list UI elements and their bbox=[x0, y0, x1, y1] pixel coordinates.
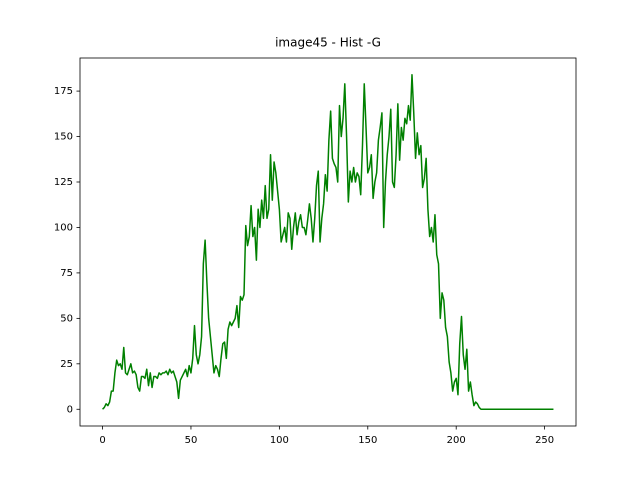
y-tick-label: 50 bbox=[60, 313, 73, 324]
x-tick-label: 50 bbox=[185, 435, 198, 446]
x-tick-label: 100 bbox=[270, 435, 289, 446]
y-tick-label: 175 bbox=[54, 86, 73, 97]
y-tick-label: 150 bbox=[54, 132, 73, 143]
line-series bbox=[102, 73, 554, 411]
chart-title: image45 - Hist -G bbox=[275, 36, 381, 50]
y-tick-label: 75 bbox=[60, 268, 73, 279]
x-tick-label: 150 bbox=[358, 435, 377, 446]
x-tick-label: 200 bbox=[447, 435, 466, 446]
x-tick-label: 0 bbox=[99, 435, 105, 446]
y-tick-label: 125 bbox=[54, 177, 73, 188]
y-tick-label: 25 bbox=[60, 359, 73, 370]
x-tick-label: 250 bbox=[535, 435, 554, 446]
y-tick-label: 100 bbox=[54, 222, 73, 233]
y-tick-label: 0 bbox=[67, 404, 73, 415]
plot-frame bbox=[79, 57, 577, 427]
